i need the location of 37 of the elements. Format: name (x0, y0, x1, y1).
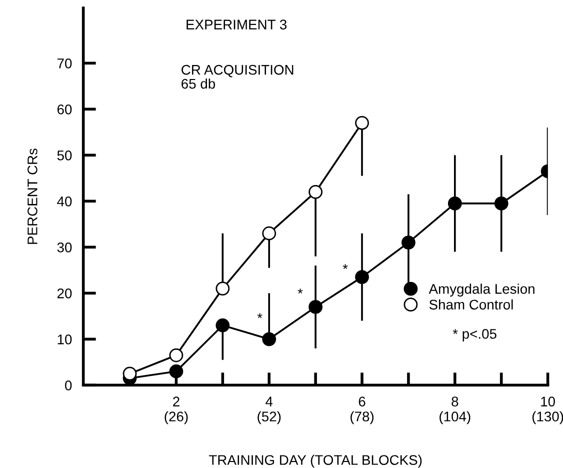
annotation: * p<.05 (452, 328, 496, 342)
y-axis-title: PERCENT CRs (28, 148, 38, 244)
annotation: * (257, 313, 262, 318)
x-tick-label: 10 (130) (532, 396, 563, 424)
point (169, 364, 184, 378)
point (262, 226, 276, 240)
y-tick-label: 60 (57, 104, 72, 114)
point (122, 366, 137, 381)
point (494, 196, 508, 210)
annotation: * (298, 288, 303, 294)
text: EXPERIMENT 3 (186, 20, 287, 30)
point (355, 270, 369, 284)
y-tick-label: 40 (57, 196, 72, 206)
y-tick-label: 0 (65, 380, 72, 390)
point (308, 185, 323, 199)
point (355, 116, 369, 130)
point (262, 332, 276, 346)
x-tick-label: 6 (78) (350, 396, 374, 424)
point (216, 282, 230, 296)
legend-label: Sham Control (429, 299, 513, 310)
x-tick-label: 8 (104) (440, 396, 470, 424)
point (448, 196, 462, 210)
x-tick-label: 4 (52) (258, 396, 281, 424)
point (308, 300, 323, 314)
y-tick-label: 10 (58, 334, 72, 344)
text: CR ACQUISITION 65 db (182, 64, 294, 89)
point (216, 318, 230, 332)
annotation: * (342, 264, 348, 270)
y-tick-label: 30 (57, 242, 72, 252)
legend-label: Amygdala Lesion (428, 284, 534, 297)
point (402, 236, 416, 250)
x-tick-label: 2 (26) (164, 396, 188, 424)
point (169, 348, 184, 362)
y-tick-label: 50 (57, 150, 72, 160)
y-tick-label: 70 (57, 58, 72, 68)
x-axis-title: TRAINING DAY (TOTAL BLOCKS) (208, 454, 422, 468)
y-tick-label: 20 (57, 288, 72, 298)
